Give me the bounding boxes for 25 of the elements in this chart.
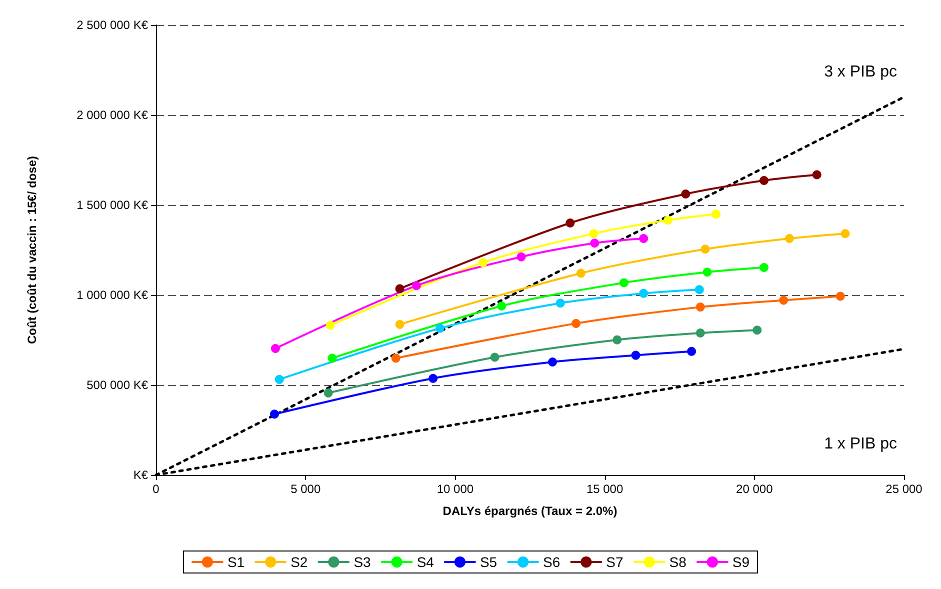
x-tick-label: 15 000 — [586, 482, 624, 496]
y-tick-label: K€ — [133, 468, 148, 482]
y-tick-label: 1 500 000 K€ — [76, 198, 148, 212]
y-tick-label: 2 500 000 K€ — [76, 18, 148, 32]
legend-label: S9 — [732, 554, 750, 570]
legend-label: S4 — [416, 554, 434, 570]
legend-label: S6 — [543, 554, 560, 570]
y-tick-label: 500 000 K€ — [86, 378, 148, 392]
x-tick-label: 20 000 — [736, 482, 774, 496]
x-axis-title: DALYs épargnés (Taux = 2.0%) — [442, 504, 618, 518]
x-tick-label: 25 000 — [886, 482, 923, 496]
y-tick-label: 2 000 000 K€ — [76, 108, 148, 122]
y-tick-label: 1 000 000 K€ — [76, 288, 148, 302]
legend-label: S1 — [227, 554, 245, 570]
x-tick-label: 10 000 — [436, 482, 474, 496]
legend-label: S5 — [480, 554, 498, 570]
legend-label: S7 — [606, 554, 624, 570]
legend-label: S8 — [669, 554, 687, 570]
annotation: 3 x PIB pc — [824, 64, 897, 80]
y-axis-title: Coût (coût du vaccin : 15€/ dose) — [25, 156, 39, 344]
legend-label: S3 — [354, 554, 372, 570]
x-tick-label: 5 000 — [290, 482, 321, 496]
x-tick-label: 0 — [152, 482, 160, 496]
legend-label: S2 — [290, 554, 308, 570]
annotation: 1 x PIB pc — [824, 436, 897, 452]
